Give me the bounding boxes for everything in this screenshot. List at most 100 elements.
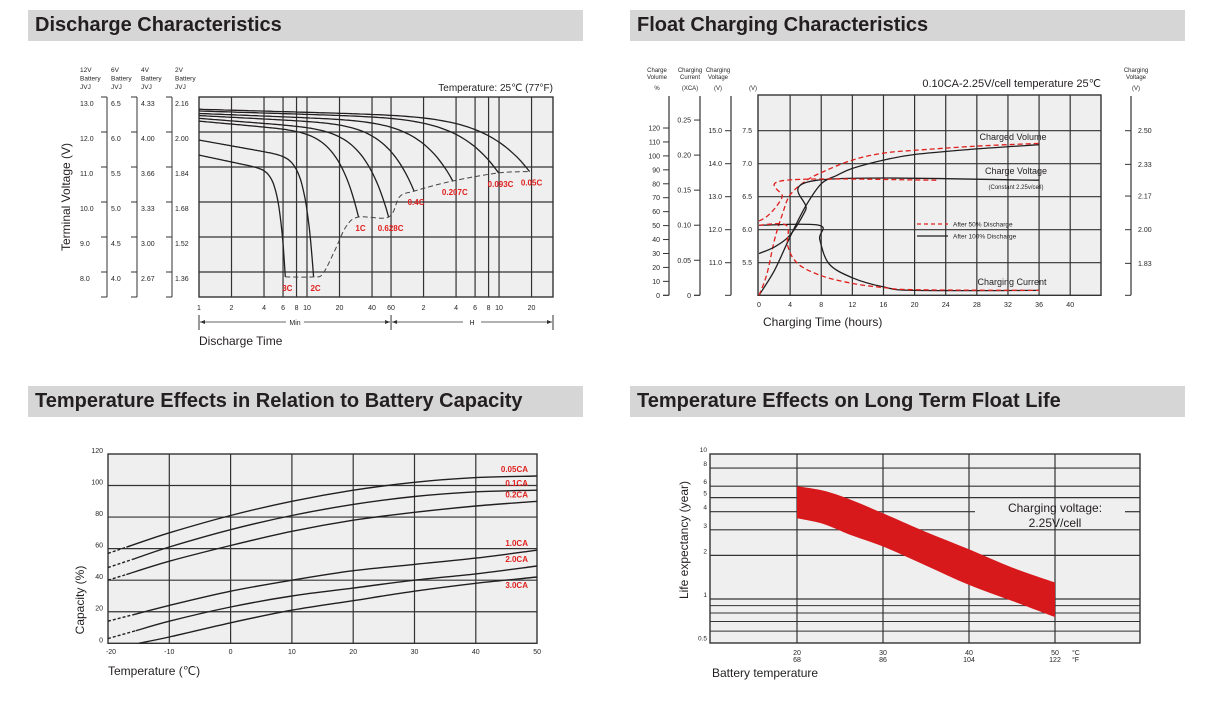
plot-border bbox=[107, 453, 538, 645]
discharge-curve-0.05C bbox=[198, 108, 531, 173]
y-tick-label: 0.20 bbox=[677, 153, 691, 160]
y-tick-label: 5.5 bbox=[742, 260, 752, 267]
curve-label: 0.05C bbox=[521, 179, 543, 188]
discharge-curve-3C bbox=[198, 154, 286, 277]
x-tick-label: 8 bbox=[819, 302, 823, 309]
y-axis-header: Voltage bbox=[1126, 75, 1147, 81]
y-axis-header: % bbox=[654, 86, 660, 92]
y-axis-header: 12V bbox=[80, 67, 92, 74]
y-tick-label: 2.00 bbox=[1138, 227, 1152, 234]
y-tick-label: 2.16 bbox=[175, 101, 189, 108]
temperature-capacity-chart: -20 -10 0 10 20 30 40 50 0 20 40 60 80 100 120 Temperat… bbox=[73, 448, 541, 678]
x-tick-label: 0 bbox=[757, 302, 761, 309]
span-label: H bbox=[469, 320, 474, 327]
x-tick-label: 32 bbox=[1004, 302, 1012, 309]
y-tick-label: 8 bbox=[703, 461, 707, 468]
y-axis-header: JVJ bbox=[111, 84, 122, 91]
x-tick-label: 10 bbox=[303, 305, 311, 312]
y-tick-label: 0.15 bbox=[677, 188, 691, 195]
x-tick-label: 40 bbox=[1066, 302, 1074, 309]
y-tick-label: 1.52 bbox=[175, 241, 189, 248]
x-tick-label: 6 bbox=[281, 305, 285, 312]
life-expectancy-band bbox=[797, 486, 1055, 618]
y-tick-label: 30 bbox=[652, 251, 660, 258]
y-tick-label: 6.0 bbox=[111, 136, 121, 143]
y-axis-header: Charging bbox=[706, 68, 730, 74]
capacity-curve-0.1CA bbox=[132, 489, 538, 561]
y-tick-label: 14.0 bbox=[708, 161, 722, 168]
curve-label: 0.207C bbox=[442, 188, 468, 197]
y-tick-label: 1.36 bbox=[175, 276, 189, 283]
x-tick-label: 12 bbox=[848, 302, 856, 309]
y-axis-header: Battery bbox=[111, 76, 132, 83]
y-tick-label: 100 bbox=[91, 480, 103, 487]
discharge-curve-1C bbox=[198, 120, 360, 218]
curve-label: 0.4C bbox=[408, 198, 425, 207]
y-tick-label: 90 bbox=[652, 167, 660, 174]
y-tick-label: 5.0 bbox=[111, 206, 121, 213]
y-tick-label: 20 bbox=[95, 606, 103, 613]
y-axis-header: 6V bbox=[111, 67, 120, 74]
y-axis-label: Capacity (%) bbox=[73, 566, 87, 635]
y-axis-header: Charge bbox=[647, 68, 667, 74]
x-tick-label-celsius: 50 bbox=[1051, 650, 1059, 657]
curve-label: 0.05CA bbox=[501, 465, 528, 474]
y-axis-label: Life expectancy (year) bbox=[677, 481, 691, 599]
temperature-capacity-chart-title: Temperature Effects in Relation to Batte… bbox=[28, 386, 583, 417]
y-axis-header: (XCA) bbox=[682, 86, 698, 92]
float-life-chart: 206830864010450122°C°F0.5123456810Chargi… bbox=[677, 447, 1141, 680]
y-axis-header: Battery bbox=[80, 76, 101, 83]
x-tick-label: 10 bbox=[288, 649, 296, 656]
discharge-curve-0.093C bbox=[198, 110, 500, 174]
y-tick-label: 15.0 bbox=[708, 128, 722, 135]
extrapolated-segment-0.05CA bbox=[107, 546, 127, 555]
x-axis-label: Discharge Time bbox=[199, 334, 283, 348]
discharge-curve-0.207C bbox=[198, 112, 454, 182]
y-tick-label: 0.25 bbox=[677, 118, 691, 125]
y-tick-label: 3.33 bbox=[141, 206, 155, 213]
y-tick-label: 4.00 bbox=[141, 136, 155, 143]
y-tick-label: 12.0 bbox=[80, 136, 94, 143]
y-tick-label: 9.0 bbox=[80, 241, 90, 248]
y-tick-label: 4.5 bbox=[111, 241, 121, 248]
y-tick-label: 40 bbox=[652, 237, 660, 244]
plot-area bbox=[758, 95, 1101, 296]
curve-label: Charging Current bbox=[977, 277, 1047, 287]
y-tick-label: 1.83 bbox=[1138, 261, 1152, 268]
y-tick-label: 70 bbox=[652, 195, 660, 202]
y-tick-label: 11.0 bbox=[80, 171, 93, 178]
curve-label: 0.2CA bbox=[505, 490, 528, 499]
plot-area bbox=[199, 97, 553, 297]
discharge-curve-0.4C bbox=[198, 114, 415, 192]
y-tick-label: 0 bbox=[656, 293, 660, 300]
y-tick-label: 80 bbox=[95, 511, 103, 518]
x-tick-label-fahrenheit: 86 bbox=[879, 657, 887, 664]
x-tick-label: 0 bbox=[229, 649, 233, 656]
capacity-curve-0.2CA bbox=[126, 500, 538, 576]
y-tick-label: 6.5 bbox=[742, 194, 752, 201]
y-axis-header: 2V bbox=[175, 67, 184, 74]
x-tick-label: 20 bbox=[911, 302, 919, 309]
x-tick-label: 24 bbox=[942, 302, 950, 309]
x-tick-label: 16 bbox=[880, 302, 888, 309]
y-tick-label: 0 bbox=[99, 637, 103, 644]
y-tick-label: 3 bbox=[703, 523, 707, 530]
y-axis-header: 4V bbox=[141, 67, 150, 74]
series-charged-volume-100pct bbox=[758, 144, 1040, 296]
y-tick-label: 40 bbox=[95, 574, 103, 581]
y-tick-label: 5.5 bbox=[111, 171, 121, 178]
y-axis-label: Terminal Voltage (V) bbox=[59, 143, 73, 251]
capacity-curve-3.0CA bbox=[138, 576, 538, 644]
y-axis-header: Battery bbox=[141, 76, 162, 83]
x-tick-label: 1 bbox=[197, 305, 201, 312]
x-tick-label: -20 bbox=[106, 649, 116, 656]
y-tick-label: 6 bbox=[703, 479, 707, 486]
x-tick-label: 36 bbox=[1035, 302, 1043, 309]
unit-celsius: °C bbox=[1072, 649, 1080, 657]
y-tick-label: 10 bbox=[652, 279, 660, 286]
float-life-chart-title: Temperature Effects on Long Term Float L… bbox=[630, 386, 1185, 417]
y-tick-label: 12.0 bbox=[708, 227, 722, 234]
temperature-annotation: Temperature: 25℃ (77°F) bbox=[438, 83, 553, 94]
y-tick-label: 50 bbox=[652, 223, 660, 230]
